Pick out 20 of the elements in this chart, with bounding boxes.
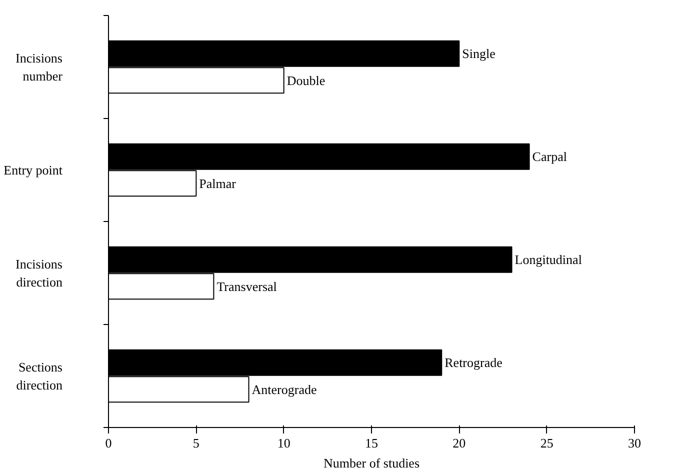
data-label: Double	[286, 72, 326, 88]
y-tick-label: Incisions number	[16, 50, 64, 84]
y-tick-label: Sections direction	[16, 360, 63, 392]
x-tick-label: 20	[452, 436, 466, 450]
data-label: Retrograde	[444, 355, 503, 370]
x-tick-label: 5	[192, 436, 200, 450]
data-label: Single	[462, 46, 496, 62]
data-label: Longitudinal	[514, 252, 582, 268]
data-label: Transversal	[216, 278, 278, 294]
data-label: Anterograde	[252, 382, 317, 397]
x-axis-title: Number of studies	[323, 456, 420, 470]
y-tick-label: Incisions direction	[16, 256, 63, 290]
x-tick-label: 0	[105, 436, 112, 450]
x-tick-label: 30	[628, 436, 641, 450]
x-tick-label: 10	[277, 436, 290, 450]
data-label: Carpal	[532, 149, 568, 164]
x-tick-label: 15	[365, 436, 378, 450]
data-label: Palmar	[199, 176, 237, 191]
y-tick-label: Entry point	[4, 162, 63, 178]
x-tick-label: 25	[540, 436, 554, 450]
